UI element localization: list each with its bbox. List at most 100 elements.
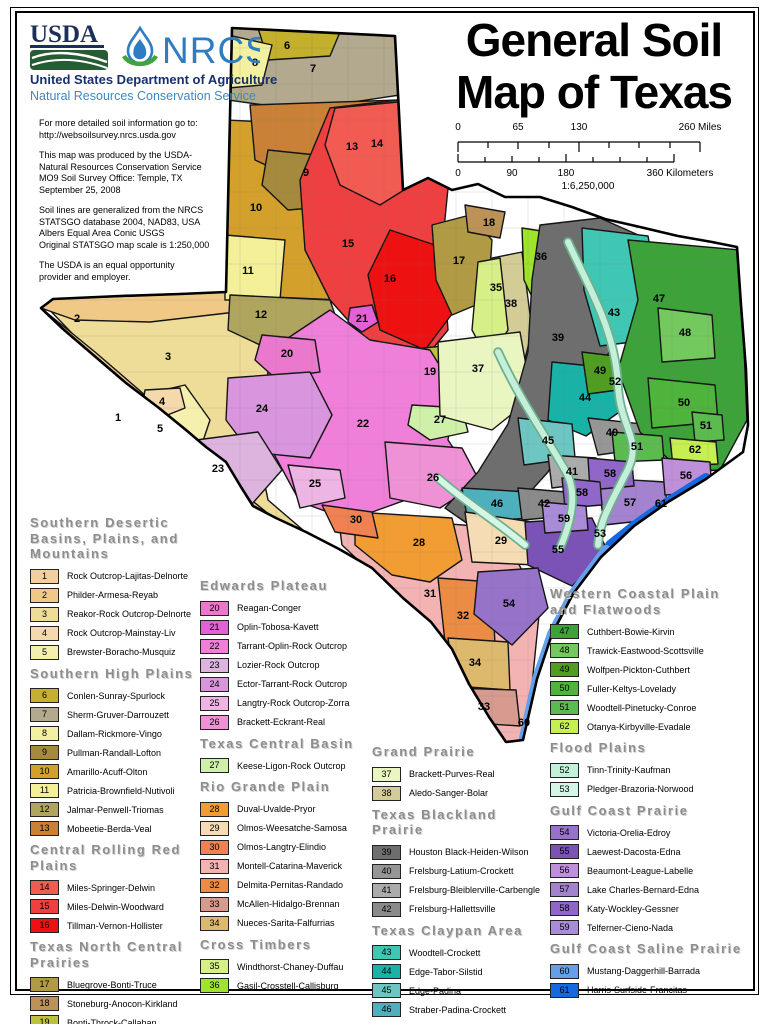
region-label-48: 48 — [679, 327, 691, 339]
legend-item-62: 62 Otanya-Kirbyville-Evadale — [550, 717, 748, 736]
legend-swatch-20: 20 — [200, 600, 229, 616]
legend-swatch-59: 59 — [550, 920, 579, 935]
legend-label: Straber-Padina-Crockett — [409, 1004, 507, 1015]
legend-label: Nueces-Sarita-Falfurrias — [237, 918, 335, 928]
legend-swatch-22: 22 — [200, 638, 229, 654]
legend-column-2: Edwards Plateau 20 Reagan-Conger 21 Oplin-To… — [200, 574, 376, 995]
region-label-29: 29 — [495, 535, 507, 547]
legend-item-21: 21 Oplin-Tobosa-Kavett — [200, 618, 376, 637]
legend-swatch-43: 43 — [372, 945, 401, 960]
legend-swatch-17: 17 — [30, 977, 59, 992]
region-label-56: 56 — [680, 470, 692, 482]
legend-swatch-19: 19 — [30, 1015, 59, 1024]
page-title: General Soil Map of Texas — [440, 14, 748, 118]
legend-item-47: 47 Cuthbert-Bowie-Kirvin — [550, 622, 748, 641]
legend-label: Langtry-Rock Outcrop-Zorra — [237, 698, 350, 708]
legend-swatch-49: 49 — [550, 662, 579, 677]
legend-swatch-56: 56 — [550, 863, 579, 878]
legend-label: Amarillo-Acuff-Olton — [67, 766, 148, 777]
legend-swatch-26: 26 — [200, 714, 229, 730]
region-label-35: 35 — [490, 282, 502, 294]
legend-label: Brewster-Boracho-Musquiz — [67, 647, 176, 657]
info-paragraph: This map was produced by the USDA- Natur… — [39, 150, 202, 195]
legend-label: Lake Charles-Bernard-Edna — [587, 884, 700, 895]
legend-swatch-44: 44 — [372, 964, 401, 979]
legend-item-14: 14 Miles-Springer-Delwin — [30, 878, 202, 897]
legend-item-17: 17 Bluegrove-Bonti-Truce — [30, 975, 202, 994]
legend-column-1: Southern Desertic Basins, Plains, and Mo… — [30, 511, 202, 1024]
legend-item-56: 56 Beaumont-League-Labelle — [550, 861, 748, 880]
legend-item-42: 42 Frelsburg-Hallettsville — [372, 900, 552, 919]
legend-item-10: 10 Amarillo-Acuff-Olton — [30, 762, 202, 781]
legend-section-title: Rio Grande Plain — [200, 779, 331, 794]
legend-section-title: Texas Central Basin — [200, 735, 354, 751]
region-label-57: 57 — [624, 497, 636, 509]
region-label-6: 6 — [284, 40, 290, 52]
info-paragraph: The USDA is an equal opportunity provide… — [39, 260, 175, 282]
legend-label: Bluegrove-Bonti-Truce — [67, 979, 157, 990]
legend-label: Edge-Tabor-Silstid — [409, 966, 483, 977]
soil-region-51 — [691, 411, 725, 443]
legend-label: Pledger-Brazoria-Norwood — [587, 784, 694, 794]
soil-region-25 — [287, 464, 346, 509]
region-label-4: 4 — [159, 396, 166, 408]
legend-label: Reagan-Conger — [237, 603, 302, 613]
region-label-42: 42 — [538, 498, 550, 510]
nrcs-logo: NRCS — [162, 30, 260, 71]
region-label-40: 40 — [606, 427, 618, 439]
legend-section-title: Gulf Coast Saline Prairie — [550, 941, 742, 956]
legend-label: Lozier-Rock Outcrop — [237, 660, 320, 670]
legend-label: Otanya-Kirbyville-Evadale — [587, 721, 691, 732]
legend-item-2: 2 Philder-Armesa-Reyab — [30, 586, 202, 605]
region-label-12: 12 — [255, 309, 267, 321]
legend-swatch-61: 61 — [550, 982, 579, 998]
legend-label: Edge-Padina — [409, 985, 462, 996]
legend-label: Telferner-Cieno-Nada — [587, 922, 674, 933]
legend-swatch-50: 50 — [550, 681, 579, 696]
legend-swatch-6: 6 — [30, 688, 59, 703]
legend-item-5: 5 Brewster-Boracho-Musquiz — [30, 643, 202, 662]
region-label-47: 47 — [653, 293, 665, 305]
region-label-39: 39 — [552, 332, 564, 344]
legend-item-26: 26 Brackett-Eckrant-Real — [200, 713, 376, 732]
legend-label: Wolfpen-Pickton-Cuthbert — [587, 664, 690, 675]
legend-section-title: Grand Prairie — [372, 744, 476, 759]
legend-swatch-24: 24 — [200, 676, 229, 692]
legend-swatch-29: 29 — [200, 820, 229, 836]
legend-swatch-16: 16 — [30, 918, 59, 933]
legend-swatch-25: 25 — [200, 695, 229, 711]
legend-label: Mobeetie-Berda-Veal — [67, 823, 152, 834]
region-label-45: 45 — [542, 435, 554, 447]
scale-ruler — [457, 141, 701, 163]
legend-item-31: 31 Montell-Catarina-Maverick — [200, 857, 376, 876]
region-label-32: 32 — [457, 610, 469, 622]
legend-item-39: 39 Houston Black-Heiden-Wilson — [372, 843, 552, 862]
legend-swatch-5: 5 — [30, 644, 59, 660]
region-label-51: 51 — [700, 420, 712, 432]
km-label-360: 360 Kilometers — [646, 168, 714, 179]
legend-label: Frelsburg-Bleiblerville-Carbengle — [409, 885, 541, 895]
legend-item-55: 55 Laewest-Dacosta-Edna — [550, 842, 748, 861]
legend-label: Philder-Armesa-Reyab — [67, 590, 159, 600]
flood-plain-ribbon-52 — [565, 239, 636, 548]
legend-label: Woodtell-Pinetucky-Conroe — [587, 702, 697, 713]
legend-item-30: 30 Olmos-Langtry-Elindio — [200, 838, 376, 857]
legend-section-title: Texas Blackland Prairie — [372, 806, 497, 838]
legend-swatch-11: 11 — [30, 783, 59, 798]
soil-region-28 — [354, 511, 463, 583]
region-label-51: 51 — [631, 441, 643, 453]
miles-label-65: 65 — [512, 122, 524, 133]
legend-item-7: 7 Sherm-Gruver-Darrouzett — [30, 705, 202, 724]
soil-region-54 — [473, 567, 549, 646]
legend-swatch-7: 7 — [30, 707, 59, 722]
legend-section-title: Central Rolling Red Plains — [30, 842, 182, 873]
soil-region-21 — [347, 304, 379, 333]
soil-region-48 — [657, 307, 716, 363]
legend-label: Gasil-Crosstell-Callisburg — [237, 980, 339, 991]
region-label-34: 34 — [469, 657, 482, 669]
legend-label: Cuthbert-Bowie-Kirvin — [587, 626, 675, 637]
legend-item-53: 53 Pledger-Brazoria-Norwood — [550, 780, 748, 799]
region-label-52: 52 — [609, 376, 621, 388]
legend-section-title: Texas Claypan Area — [372, 922, 523, 938]
